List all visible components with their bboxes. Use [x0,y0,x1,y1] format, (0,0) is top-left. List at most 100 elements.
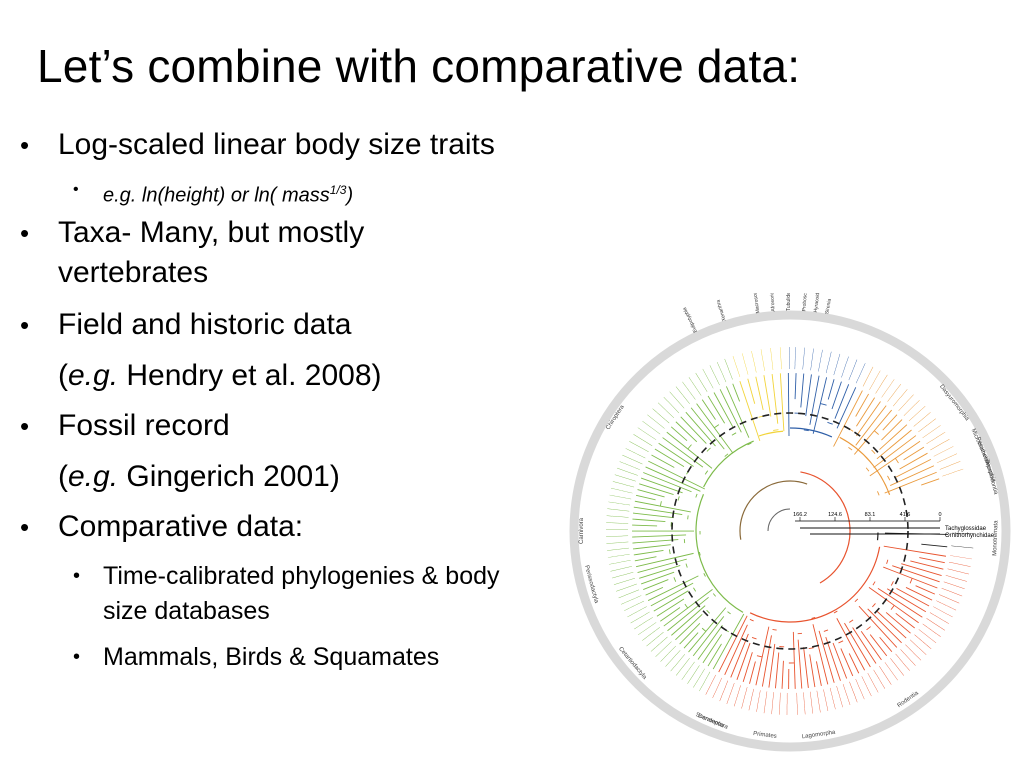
tree-arc [756,655,763,658]
tip-label: ———— [777,692,784,715]
tree-branch [639,483,674,495]
sub-bullet-text: Time-calibrated phylogenies & body size … [103,562,500,625]
bullet-text: Log-scaled linear body size traits [58,128,495,161]
tree-branch [905,587,933,601]
tree-branch [854,409,893,455]
tree-branch [794,373,797,400]
tree-arc [668,549,671,555]
clade-arc [695,494,744,613]
tree-branch [848,653,860,674]
tree-branch [883,545,947,557]
clade-arc [789,427,833,438]
tree-arc [838,640,844,644]
tip-label: ———— [793,693,800,716]
slide-title: Let’s combine with comparative data: [37,40,801,92]
tree-branch [797,639,803,689]
monotreme-label: Tachyglossidae [945,526,987,532]
tree-arc [849,619,854,623]
tip-label: ———— [950,553,973,563]
tree-branch [632,534,687,538]
tip-label: ———— [947,566,970,577]
tree-arc [703,573,706,577]
tree-arc [712,593,717,597]
order-label: Xenarthra [715,299,727,322]
tree-branch [632,512,674,519]
tip-label: ———— [784,692,790,715]
tree-branch [639,564,681,579]
tree-branch [867,608,902,644]
tree-arc [687,444,692,450]
tree-arc [704,470,709,475]
tree-branch [800,373,805,408]
tree-branch [895,612,915,629]
tree-branch [747,378,756,404]
tree-branch [658,442,694,467]
paren-open: ( [58,460,68,493]
tree-branch [679,622,701,645]
tree-branch [670,426,688,442]
tree-branch [896,588,930,607]
tree-branch [901,563,942,576]
tree-branch [656,598,685,617]
tree-branch [876,429,912,460]
tree-arc [747,442,752,446]
tree-branch [654,448,685,468]
tree-branch [869,440,921,477]
bullet-taxa: • Taxa- Many, but mostly vertebrates [20,213,438,293]
clade-arc [758,430,784,437]
bullet-marker: • [73,181,79,198]
tip-label: ———— [607,545,630,554]
tree-branch [732,383,741,402]
tree-branch [707,395,726,424]
tree-arc [886,559,889,564]
tree-arc [685,563,688,568]
tree-branch [690,407,725,450]
citation-text: Hendry et al. 2008) [118,359,382,392]
order-label: Sirenia [824,298,833,315]
tree-branch [879,424,908,450]
tree-branch [755,626,770,686]
tree-branch [633,506,683,515]
tip-label: ———— [746,688,757,711]
tip-label: ———— [820,689,830,712]
tree-arc [687,515,689,520]
tip-label: ———— [951,543,974,551]
tree-arc [701,627,707,632]
outer-ring [569,310,1011,752]
tree-arc [684,603,689,609]
tree-branch [730,633,749,678]
tree-branch [836,387,857,429]
tree-arc [772,629,777,631]
tree-arc [803,429,809,432]
tip-label: ———— [761,691,770,714]
tree-arc [890,605,895,610]
tip-label: ———— [610,486,633,497]
tree-arc [706,447,711,452]
tree-branch [894,459,932,478]
tree-branch [869,634,888,657]
tree-branch [903,446,925,461]
tip-label: ———— [807,691,816,714]
tree-branch [899,452,928,470]
tree-arc [673,577,677,582]
tip-label: ———— [824,351,835,374]
tree-branch [855,393,869,417]
tip-label: ———— [611,570,634,582]
tree-branch [713,392,734,428]
tip-label: ———— [754,689,764,712]
order-label: Lagomorpha [802,730,837,741]
tip-label: ———— [606,527,629,533]
tree-branch [680,416,707,444]
tree-branch [683,632,699,649]
tree-branch [660,607,681,622]
bullet-marker: • [20,218,30,248]
tree-arc [714,424,720,429]
tip-label: ———— [808,348,817,371]
paren-open: ( [58,359,68,392]
bullet-text: Comparative data: [58,510,304,543]
tree-branch [856,401,881,437]
order-label: Eulipotyphla [682,306,699,333]
tree-branch [833,390,863,447]
tree-branch [634,556,657,562]
tree-branch [812,624,829,685]
